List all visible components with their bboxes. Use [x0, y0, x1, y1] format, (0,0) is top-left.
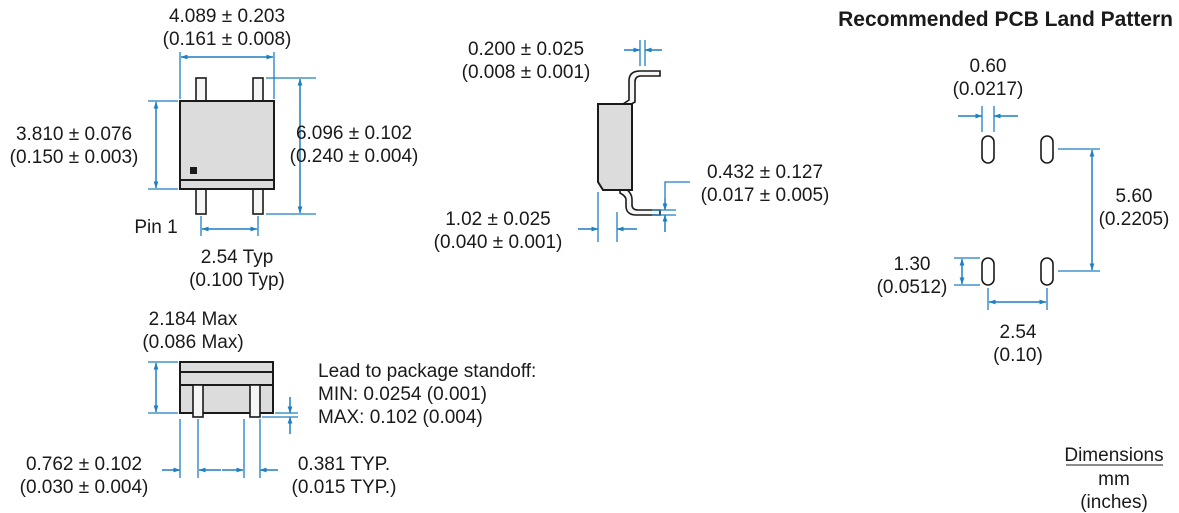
- side-view-body: [597, 103, 633, 191]
- pad-lower-left: [981, 257, 995, 286]
- standoff-max: MAX: 0.102 (0.004): [318, 407, 483, 428]
- side-foot-length-mm: 0.432 ± 0.127: [707, 162, 823, 183]
- row-spacing-mm: 5.60: [1116, 186, 1153, 207]
- side-lead-lower: [619, 183, 661, 216]
- pad-length-mm: 1.30: [894, 254, 931, 275]
- front-max-height-in: (0.086 Max): [142, 332, 243, 353]
- side-lead-thickness-mm: 0.200 ± 0.025: [468, 39, 584, 60]
- standoff-min: MIN: 0.0254 (0.001): [318, 384, 487, 405]
- top-view: 4.089 ± 0.203 (0.161 ± 0.008) 3.810 ± 0.…: [10, 6, 419, 291]
- front-lead-left: [192, 384, 204, 418]
- units-heading: Dimensions: [1064, 445, 1163, 466]
- top-overall-height-mm: 6.096 ± 0.102: [296, 123, 412, 144]
- side-view: 0.200 ± 0.025 (0.008 ± 0.001) 0.432 ± 0.…: [434, 39, 830, 253]
- land-pattern: Recommended PCB Land Pattern 0.60 (0.021…: [838, 8, 1173, 366]
- row-spacing-in: (0.2205): [1099, 209, 1170, 230]
- top-lead-left-lower: [195, 187, 207, 215]
- top-view-body: [179, 100, 275, 190]
- front-view: 2.184 Max (0.086 Max) Lead to package st…: [20, 309, 537, 498]
- pad-upper-left: [981, 135, 995, 164]
- front-lead-gap-in: (0.015 TYP.): [292, 477, 397, 498]
- front-lead-width-in: (0.030 ± 0.004): [20, 477, 149, 498]
- units-legend: Dimensions mm (inches): [1064, 445, 1163, 513]
- standoff-title: Lead to package standoff:: [318, 361, 536, 382]
- front-lead-width-mm: 0.762 ± 0.102: [26, 454, 142, 475]
- pad-pitch-in: (0.10): [993, 345, 1043, 366]
- top-width-mm: 4.089 ± 0.203: [169, 6, 285, 27]
- top-lead-right-upper: [252, 77, 264, 103]
- units-primary: mm: [1098, 469, 1130, 490]
- top-body-height-mm: 3.810 ± 0.076: [16, 124, 132, 145]
- side-lead-extension-mm: 1.02 ± 0.025: [445, 209, 551, 230]
- pin1-label: Pin 1: [134, 217, 177, 238]
- top-pitch-mm: 2.54 Typ: [201, 247, 274, 268]
- pad-length-in: (0.0512): [877, 277, 948, 298]
- front-lead-right: [249, 384, 261, 418]
- top-lead-right-lower: [252, 187, 264, 215]
- pad-upper-right: [1040, 135, 1054, 164]
- side-lead-thickness-in: (0.008 ± 0.001): [462, 62, 591, 83]
- pad-width-mm: 0.60: [970, 56, 1007, 77]
- top-pitch-in: (0.100 Typ): [189, 270, 285, 291]
- side-lead-upper: [617, 70, 661, 108]
- pin1-marker: [190, 167, 197, 174]
- front-lead-gap-mm: 0.381 TYP.: [298, 454, 390, 475]
- land-pattern-title: Recommended PCB Land Pattern: [838, 8, 1173, 31]
- units-secondary: (inches): [1080, 492, 1148, 513]
- pad-pitch-mm: 2.54: [1000, 322, 1037, 343]
- pad-lower-right: [1040, 257, 1054, 286]
- top-lead-left-upper: [195, 77, 207, 103]
- pad-width-in: (0.0217): [953, 79, 1024, 100]
- top-body-height-in: (0.150 ± 0.003): [10, 147, 139, 168]
- side-foot-length-in: (0.017 ± 0.005): [701, 185, 830, 206]
- side-lead-extension-in: (0.040 ± 0.001): [434, 232, 563, 253]
- front-max-height-mm: 2.184 Max: [149, 309, 238, 330]
- top-overall-height-in: (0.240 ± 0.004): [290, 146, 419, 167]
- top-width-in: (0.161 ± 0.008): [163, 29, 292, 50]
